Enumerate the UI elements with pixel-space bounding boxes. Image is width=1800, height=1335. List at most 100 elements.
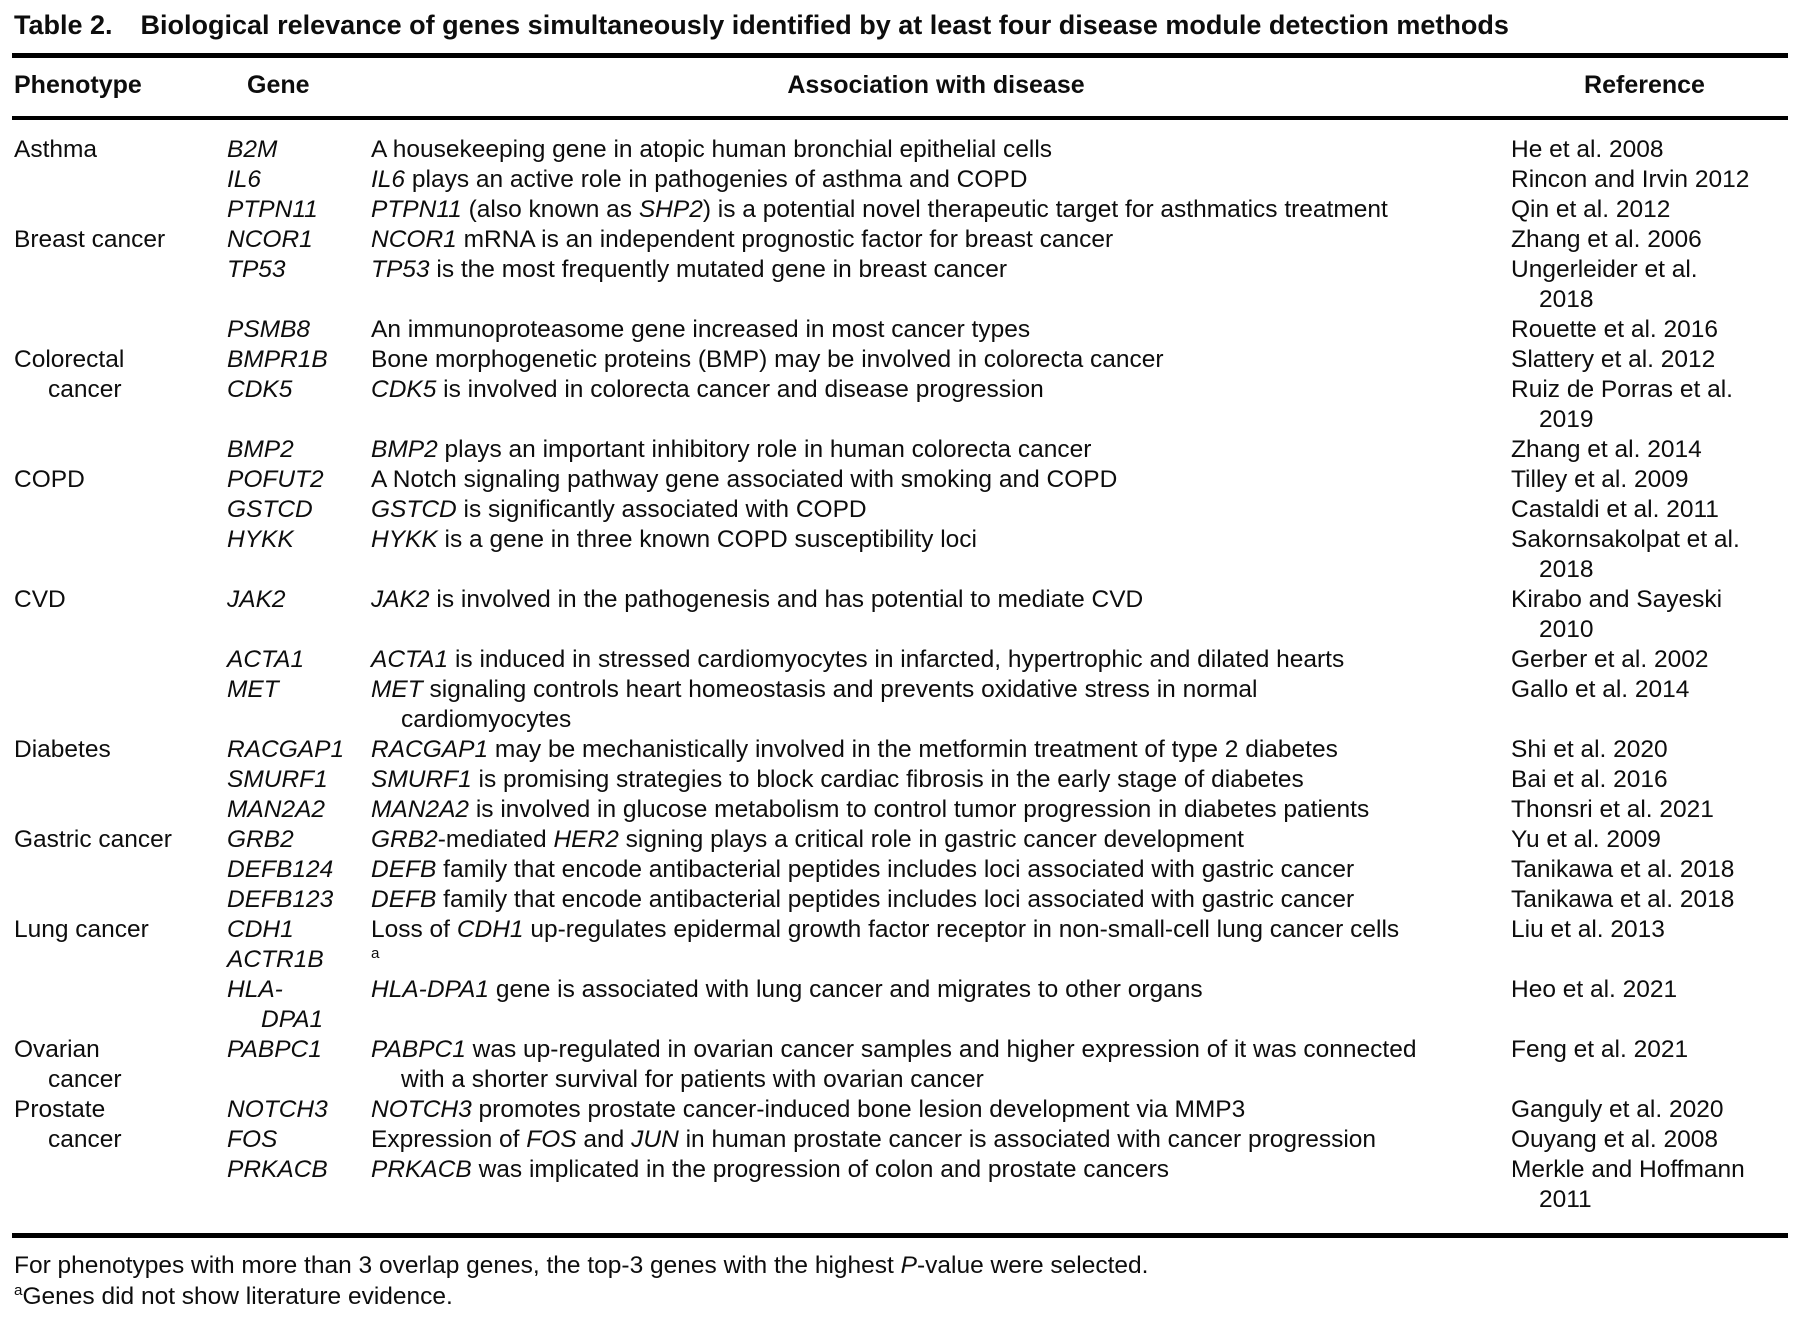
association-cell: NCOR1 mRNA is an independent prognostic …: [371, 226, 1114, 253]
table-row: HLA- DPA1 HLA-DPA1 gene is associated with…: [12, 975, 1788, 1035]
gene-cell: DEFB123: [227, 886, 334, 913]
table-row: PTPN11 PTPN11 (also known as SHP2) is a p…: [12, 195, 1788, 225]
footnote-selection-rule: For phenotypes with more than 3 overlap …: [14, 1252, 1149, 1279]
gene-cell: B2M: [227, 136, 278, 163]
association-cell: RACGAP1 may be mechanistically involved …: [371, 736, 1338, 763]
table-row: Asthma B2M A housekeeping gene in atopic h…: [12, 118, 1788, 165]
association-cell: a: [371, 944, 380, 962]
reference-cell: Ganguly et al. 2020: [1511, 1096, 1724, 1123]
gene-cell: NCOR1: [227, 226, 313, 253]
reference-cell: Ruiz de Porras et al. 2019: [1511, 376, 1733, 433]
reference-cell: Kirabo and Sayeski 2010: [1511, 586, 1723, 643]
association-cell: Expression of FOS and JUN in human prost…: [371, 1126, 1377, 1153]
gene-cell: BMPR1B: [227, 346, 328, 373]
reference-cell: Tanikawa et al. 2018: [1511, 886, 1735, 913]
association-cell: MET signaling controls heart homeostasis…: [371, 676, 1258, 733]
reference-cell: Gallo et al. 2014: [1511, 676, 1690, 703]
reference-cell: Liu et al. 2013: [1511, 916, 1665, 943]
phenotype-cell: Lung cancer: [14, 916, 149, 943]
table-caption: Biological relevance of genes simultaneo…: [140, 10, 1509, 40]
reference-cell: Heo et al. 2021: [1511, 976, 1678, 1003]
table-row: CDK5 CDK5 is involved in colorecta cancer…: [12, 375, 1788, 435]
reference-cell: Yu et al. 2009: [1511, 826, 1661, 853]
phenotype-cell: COPD: [14, 466, 85, 493]
column-header-association: Association with disease: [371, 55, 1501, 120]
association-cell: MAN2A2 is involved in glucose metabolism…: [371, 796, 1370, 823]
association-cell: NOTCH3 promotes prostate cancer-induced …: [371, 1096, 1246, 1123]
reference-cell: Feng et al. 2021: [1511, 1036, 1689, 1063]
reference-cell: Rouette et al. 2016: [1511, 316, 1719, 343]
association-cell: ACTA1 is induced in stressed cardiomyocy…: [371, 646, 1345, 673]
reference-cell: Merkle and Hoffmann 2011: [1511, 1156, 1745, 1213]
table-row: CVD JAK2 JAK2 is involved in the pathogene…: [12, 585, 1788, 645]
association-cell: IL6 plays an active role in pathogenies …: [371, 166, 1028, 193]
reference-cell: Castaldi et al. 2011: [1511, 496, 1719, 523]
gene-cell: DEFB124: [227, 856, 334, 883]
association-cell: BMP2 plays an important inhibitory role …: [371, 436, 1092, 463]
reference-cell: Bai et al. 2016: [1511, 766, 1668, 793]
reference-cell: Ungerleider et al. 2018: [1511, 256, 1698, 313]
table-header: Phenotype Gene Association with disease …: [12, 55, 1788, 120]
gene-cell: GRB2: [227, 826, 294, 853]
association-cell: DEFB family that encode antibacterial pe…: [371, 856, 1355, 883]
gene-cell: MET: [227, 676, 279, 703]
association-cell: GSTCD is significantly associated with C…: [371, 496, 867, 523]
footnote-a: aGenes did not show literature evidence.: [14, 1281, 453, 1310]
reference-cell: Qin et al. 2012: [1511, 196, 1671, 223]
table-row: DEFB124 DEFB family that encode antibacte…: [12, 855, 1788, 885]
gene-cell: GSTCD: [227, 496, 313, 523]
table-row: Prostate cancer NOTCH3 NOTCH3 promotes pros…: [12, 1095, 1788, 1153]
gene-cell: RACGAP1: [227, 736, 345, 763]
table-row: SMURF1 SMURF1 is promising strategies to …: [12, 765, 1788, 795]
gene-cell: PABPC1: [227, 1036, 322, 1063]
reference-cell: [1501, 945, 1788, 975]
association-cell: DEFB family that encode antibacterial pe…: [371, 886, 1355, 913]
table-body: Asthma B2M A housekeeping gene in atopic h…: [12, 118, 1788, 1236]
association-cell: PRKACB was implicated in the progression…: [371, 1156, 1170, 1183]
gene-cell: CDH1: [227, 916, 294, 943]
gene-cell: FOS: [227, 1126, 278, 1153]
gene-cell: ACTA1: [227, 646, 305, 673]
column-header-gene: Gene: [225, 55, 371, 120]
association-cell: HLA-DPA1 gene is associated with lung ca…: [371, 976, 1203, 1003]
gene-cell: TP53: [227, 256, 286, 283]
table-row: Ovarian cancer PABPC1 PABPC1 was up-regulat…: [12, 1035, 1788, 1095]
gene-cell: BMP2: [227, 436, 294, 463]
phenotype-cell: Breast cancer: [14, 226, 166, 253]
phenotype-cell: Ovarian cancer: [14, 1036, 122, 1093]
association-cell: SMURF1 is promising strategies to block …: [371, 766, 1304, 793]
gene-cell: HLA- DPA1: [227, 976, 324, 1033]
association-cell: A Notch signaling pathway gene associate…: [371, 466, 1118, 493]
header-row: Phenotype Gene Association with disease …: [12, 55, 1788, 120]
column-header-phenotype: Phenotype: [12, 55, 225, 120]
reference-cell: Zhang et al. 2006: [1511, 226, 1702, 253]
association-cell: PABPC1 was up-regulated in ovarian cance…: [371, 1036, 1417, 1093]
table-row: MAN2A2 MAN2A2 is involved in glucose meta…: [12, 795, 1788, 825]
table-row: Diabetes RACGAP1 RACGAP1 may be mechanisti…: [12, 735, 1788, 765]
table-row: IL6 IL6 plays an active role in pathogeni…: [12, 165, 1788, 195]
gene-cell: SMURF1: [227, 766, 328, 793]
table-row: HYKK HYKK is a gene in three known COPD s…: [12, 525, 1788, 585]
reference-cell: Thonsri et al. 2021: [1511, 796, 1714, 823]
table-row: GSTCD GSTCD is significantly associated w…: [12, 495, 1788, 525]
gene-cell: HYKK: [227, 526, 294, 553]
gene-cell: ACTR1B: [227, 946, 324, 973]
table-row: DEFB123 DEFB family that encode antibacte…: [12, 885, 1788, 915]
table-row: Breast cancer NCOR1 NCOR1 mRNA is an indep…: [12, 225, 1788, 255]
phenotype-cell: CVD: [14, 586, 66, 613]
table-row: ACTA1 ACTA1 is induced in stressed cardio…: [12, 645, 1788, 675]
table-row: FOS Expression of FOS and JUN in human pr…: [12, 1125, 1788, 1155]
phenotype-cell: Prostate cancer: [14, 1096, 122, 1153]
reference-cell: Shi et al. 2020: [1511, 736, 1668, 763]
table-row: Lung cancer CDH1 Loss of CDH1 up-regulates…: [12, 915, 1788, 945]
association-cell: HYKK is a gene in three known COPD susce…: [371, 526, 977, 553]
reference-cell: Tanikawa et al. 2018: [1511, 856, 1735, 883]
gene-cell: PRKACB: [227, 1156, 328, 1183]
table-row: Gastric cancer GRB2 GRB2-mediated HER2 sig…: [12, 825, 1788, 855]
table-title: Table 2. Biological relevance of genes si…: [14, 10, 1786, 41]
table-row: COPD POFUT2 A Notch signaling pathway gene…: [12, 465, 1788, 495]
reference-cell: Sakornsakolpat et al. 2018: [1511, 526, 1740, 583]
phenotype-cell: Asthma: [14, 136, 98, 163]
gene-cell: MAN2A2: [227, 796, 326, 823]
